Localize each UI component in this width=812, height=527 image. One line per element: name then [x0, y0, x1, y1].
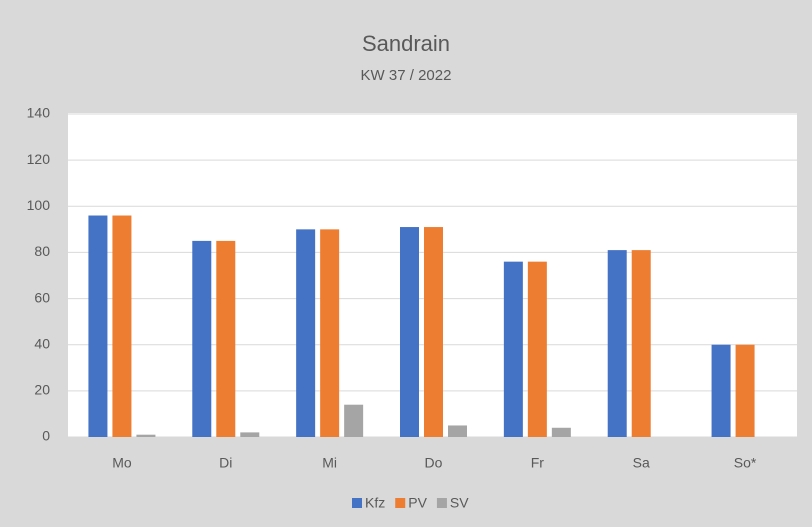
chart-title: Sandrain [362, 31, 450, 56]
x-tick-label: Di [219, 455, 232, 471]
x-tick-label: Fr [531, 455, 545, 471]
bar [631, 250, 651, 437]
bar [551, 427, 571, 437]
x-tick-label: So* [734, 455, 757, 471]
bar [192, 240, 212, 437]
bar [296, 229, 316, 437]
bar [424, 227, 443, 437]
chart-subtitle: KW 37 / 2022 [361, 67, 452, 84]
bar [448, 425, 467, 437]
x-tick-label: Sa [633, 455, 650, 471]
bar [400, 227, 419, 437]
y-tick-label: 100 [27, 197, 51, 213]
bar [735, 344, 755, 437]
bar [216, 240, 236, 437]
x-tick-label: Do [425, 455, 443, 471]
y-tick-label: 80 [34, 243, 50, 259]
legend-swatch [436, 498, 447, 508]
bar [711, 344, 731, 437]
y-tick-label: 40 [34, 335, 50, 351]
y-tick-label: 20 [34, 382, 50, 398]
legend-label: PV [408, 495, 427, 511]
y-tick-label: 120 [27, 151, 51, 167]
bar [344, 404, 364, 437]
bar [503, 261, 523, 437]
legend-label: Kfz [365, 495, 385, 511]
y-tick-label: 140 [27, 105, 51, 121]
bar [88, 215, 108, 437]
bar [240, 432, 260, 437]
bar [527, 261, 547, 437]
x-tick-label: Mi [322, 455, 337, 471]
legend-label: SV [450, 495, 469, 511]
bar [136, 434, 156, 437]
y-tick-label: 60 [34, 289, 50, 305]
x-tick-label: Mo [112, 455, 132, 471]
legend-swatch [395, 498, 406, 508]
bar [112, 215, 132, 437]
bar [320, 229, 340, 437]
y-tick-label: 0 [42, 428, 50, 444]
bar [607, 250, 627, 437]
legend-swatch [352, 498, 362, 508]
